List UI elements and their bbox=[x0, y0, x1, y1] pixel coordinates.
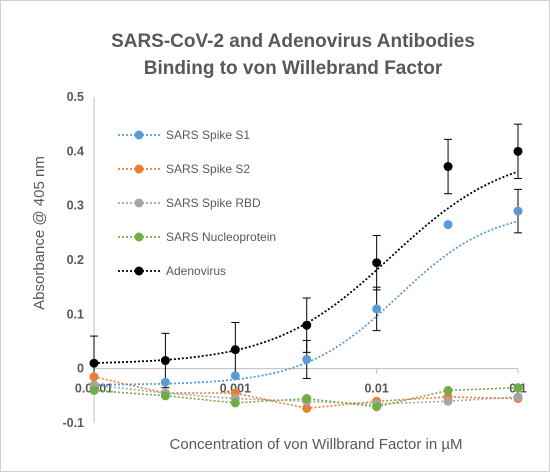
y-tick-label: 0 bbox=[77, 362, 84, 376]
data-point bbox=[89, 385, 99, 395]
data-point bbox=[513, 206, 523, 216]
data-point bbox=[89, 372, 99, 382]
data-point bbox=[302, 354, 312, 364]
data-point bbox=[302, 320, 312, 330]
chart-title-line1: SARS-CoV-2 and Adenovirus Antibodies bbox=[111, 31, 475, 52]
legend: SARS Spike S1 SARS Spike S2 SARS Spike RBD… bbox=[118, 128, 276, 278]
legend-label: Adenovirus bbox=[166, 264, 226, 278]
data-point bbox=[160, 377, 170, 387]
data-point bbox=[513, 146, 523, 156]
data-point bbox=[160, 391, 170, 401]
legend-label: SARS Spike RBD bbox=[166, 196, 261, 210]
data-point bbox=[302, 394, 312, 404]
legend-label: SARS Spike S1 bbox=[166, 128, 250, 142]
fit-curve bbox=[93, 170, 519, 364]
legend-label: SARS Nucleoprotein bbox=[166, 230, 276, 244]
axes-layer: -0.100.10.20.30.40.50.00010.0010.010.1 bbox=[62, 90, 526, 430]
legend-label: SARS Spike S2 bbox=[166, 162, 250, 176]
y-axis-label: Absorbance @ 405 nm bbox=[31, 156, 48, 310]
data-point bbox=[513, 383, 523, 393]
y-tick-label: 0.1 bbox=[67, 307, 84, 321]
data-point bbox=[230, 371, 240, 381]
legend-marker bbox=[134, 164, 144, 174]
x-tick-label: 0.01 bbox=[364, 382, 388, 396]
data-point bbox=[372, 402, 382, 412]
legend-marker bbox=[134, 232, 144, 242]
legend-marker bbox=[134, 130, 144, 140]
legend-marker bbox=[134, 266, 144, 276]
y-tick-label: 0.2 bbox=[67, 253, 84, 267]
legend-marker bbox=[134, 198, 144, 208]
data-point bbox=[89, 358, 99, 368]
data-point bbox=[443, 162, 453, 172]
series-layer bbox=[89, 123, 523, 413]
y-tick-label: 0.3 bbox=[67, 199, 84, 213]
data-point bbox=[513, 392, 523, 402]
x-axis-label: Concentration of von Willbrand Factor in… bbox=[170, 436, 463, 453]
data-point bbox=[230, 398, 240, 408]
data-point bbox=[230, 345, 240, 355]
y-tick-label: -0.1 bbox=[62, 416, 84, 430]
data-point bbox=[372, 258, 382, 268]
data-point bbox=[443, 385, 453, 395]
chart-title-line2: Binding to von Willebrand Factor bbox=[144, 58, 443, 79]
data-point bbox=[160, 356, 170, 366]
data-point bbox=[372, 304, 382, 314]
fit-curves-layer bbox=[93, 170, 519, 410]
y-tick-label: 0.5 bbox=[67, 90, 84, 104]
data-point bbox=[302, 403, 312, 413]
data-point bbox=[443, 396, 453, 406]
data-point bbox=[443, 220, 453, 230]
y-tick-label: 0.4 bbox=[67, 144, 84, 158]
fit-curve bbox=[94, 220, 519, 386]
